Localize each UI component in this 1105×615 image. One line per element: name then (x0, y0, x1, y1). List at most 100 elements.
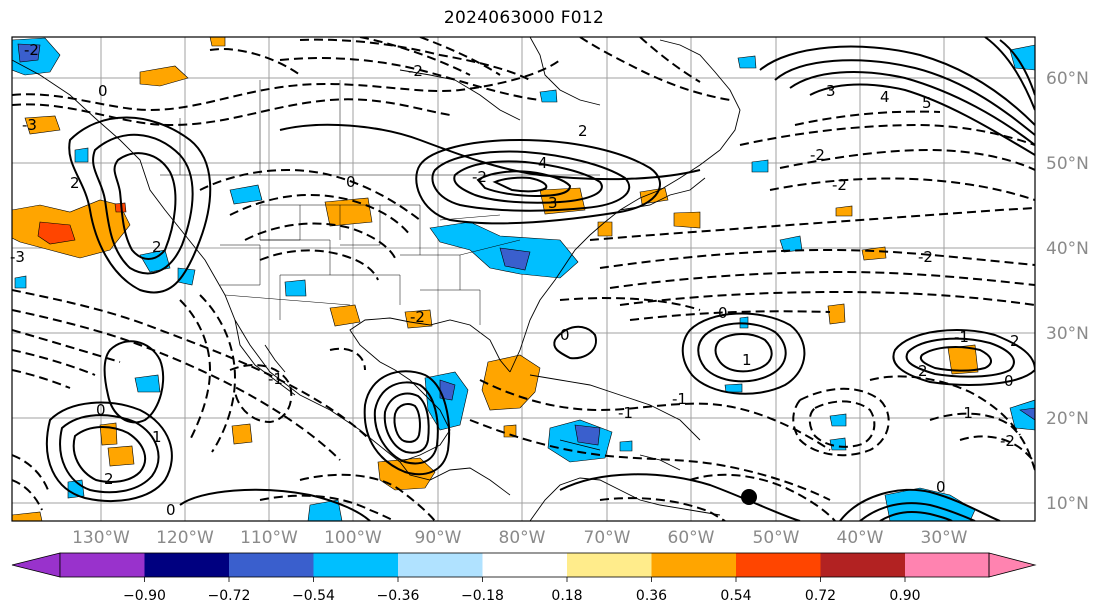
negative-patch (74, 147, 89, 163)
colorbar-bin (736, 553, 821, 577)
shaded-field (12, 37, 1035, 521)
contour-line (479, 379, 831, 451)
contour-line (279, 57, 541, 101)
contour-label: 0 (98, 82, 108, 100)
contour-label: 1 (742, 351, 752, 369)
positive-patch (481, 354, 541, 411)
colorbar-bin (820, 553, 905, 577)
colorbar-bin (60, 553, 145, 577)
contour-line (579, 37, 731, 101)
lon-label: 110°W (240, 528, 298, 548)
contour-label: -1 (268, 370, 283, 388)
positive-patch (404, 309, 433, 329)
colorbar-bin (482, 553, 567, 577)
negative-patch (1019, 407, 1035, 421)
contour-label: -2 (1000, 432, 1015, 450)
contour-label: 0 (346, 173, 356, 191)
negative-patch (229, 184, 263, 205)
longitude-axis: 130°W 120°W 110°W 100°W 90°W 80°W 70°W 6… (72, 528, 968, 548)
contour-label: 4 (880, 88, 890, 106)
negative-patch (619, 440, 633, 452)
contour-line (299, 473, 436, 521)
contour-line (259, 494, 396, 521)
lat-label: 10°N (1046, 494, 1089, 514)
lat-label: 40°N (1046, 239, 1089, 259)
political-borders (160, 80, 600, 325)
contour-line (68, 116, 212, 294)
contour-line (363, 370, 451, 476)
lon-label: 70°W (584, 528, 631, 548)
contour-line (12, 349, 96, 376)
contour-line (199, 294, 237, 453)
contour-line (792, 387, 890, 457)
contour-line (609, 270, 1035, 289)
negative-patch (17, 43, 41, 63)
contour-line (769, 177, 1035, 201)
contour-line (12, 479, 43, 511)
map-frame (11, 36, 1036, 522)
contour-line (92, 133, 194, 275)
contour-line (599, 248, 1035, 269)
contour-line (984, 37, 1035, 111)
contour-line (179, 299, 212, 441)
contour-line (373, 381, 439, 465)
contour-label: 3 (826, 82, 836, 100)
lon-label: 80°W (499, 528, 546, 548)
contour-line (393, 403, 421, 443)
lat-label: 30°N (1046, 324, 1089, 344)
positive-patch (673, 211, 701, 229)
negative-patch (829, 437, 847, 451)
colorbar-tick-label: −0.18 (461, 588, 504, 604)
positive-patch (139, 65, 189, 87)
contour-line (199, 169, 421, 221)
contour-line (859, 502, 976, 521)
colorbar-tick-label: −0.54 (292, 588, 335, 604)
colorbar-bin (905, 553, 989, 577)
colorbar-bin (229, 553, 314, 577)
contour-label: -2 (472, 168, 487, 186)
contour-label: 2 (918, 362, 928, 380)
contour-label: 5 (922, 94, 932, 112)
negative-patch (1009, 399, 1035, 431)
contour-line (431, 150, 631, 212)
contour-label: 2 (578, 122, 588, 140)
colorbar-tick-label: −0.36 (377, 588, 420, 604)
contour-label: -1 (618, 404, 633, 422)
contour-line (553, 325, 597, 360)
contour-line (739, 123, 1035, 146)
contour-line (929, 412, 1035, 471)
contour-line (72, 426, 147, 483)
dashed-contours (12, 37, 1035, 521)
positive-patch (329, 304, 361, 327)
contour-line (415, 138, 661, 225)
colorbar-bin (567, 553, 652, 577)
contour-label: -2 (410, 308, 425, 326)
colorbar-tick-label: −0.90 (123, 588, 166, 604)
negative-patch (829, 413, 847, 427)
contour-line (492, 176, 548, 193)
contour-label: -3 (10, 248, 25, 266)
colorbar-bin (313, 553, 398, 577)
contour-line (714, 333, 773, 373)
positive-patch (37, 221, 76, 245)
negative-patch (134, 374, 161, 393)
colorbar-bin (144, 553, 229, 577)
negative-patch (1009, 44, 1035, 71)
contour-label: -1 (954, 328, 969, 346)
positive-patch (209, 37, 226, 47)
contour-line (59, 414, 160, 494)
latitude-axis: 60°N 50°N 40°N 30°N 20°N 10°N (1046, 69, 1089, 514)
positive-patch (827, 303, 846, 325)
negative-patch (737, 55, 757, 69)
contour-label: 1 (152, 428, 162, 446)
colorbar-tick-label: 0.18 (551, 588, 582, 604)
contour-line (12, 454, 49, 491)
contour-label: -2 (918, 248, 933, 266)
contour-line (209, 48, 301, 76)
contour-label: -3 (22, 116, 37, 134)
contour-line (469, 419, 831, 501)
colorbar-tick-label: 0.72 (805, 588, 836, 604)
contour-line (639, 37, 701, 83)
contour-label: 0 (1004, 372, 1014, 390)
contour-line (329, 347, 366, 371)
